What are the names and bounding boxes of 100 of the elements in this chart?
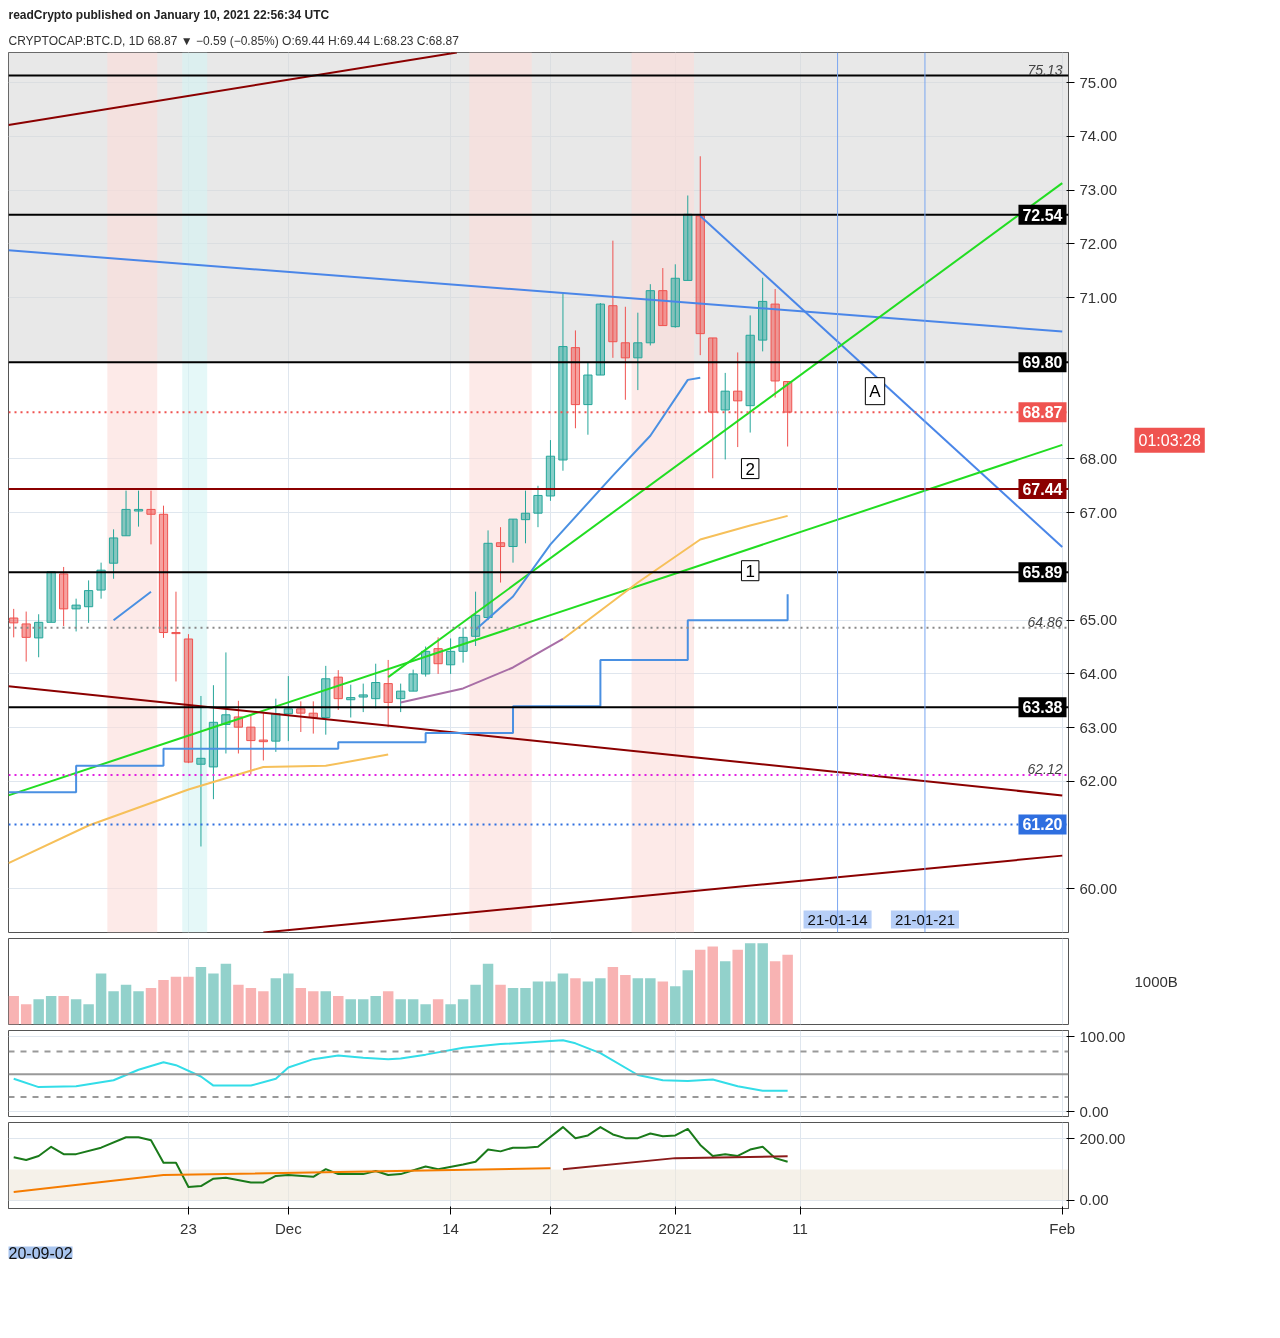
bar [70, 999, 82, 1025]
candlestick [558, 293, 568, 472]
ref-line-label: 61.20 [1022, 816, 1063, 834]
x-tick-label: 14 [442, 1219, 459, 1237]
ref-line-label: 64.86 [1027, 613, 1063, 630]
y-tick-label: 73.00 [1079, 181, 1118, 199]
chart-subtitle: CRYPTOCAP:BTC.D, 1D 68.87 ▼ −0.59 (−0.85%) O:69.44 H:69.44 L:68.23 C:68.87 [8, 33, 460, 48]
candlestick [583, 362, 593, 436]
candlestick [34, 613, 44, 658]
chart-title: readCrypto published on January 10, 2021 22:56:34 UTC [8, 7, 330, 22]
bar [245, 987, 257, 1025]
bar [33, 999, 44, 1025]
candlestick [46, 571, 56, 623]
candlestick [96, 562, 106, 600]
bar [632, 978, 644, 1025]
candlestick [770, 288, 780, 399]
bar [395, 999, 406, 1025]
candlestick [258, 712, 268, 761]
bar [83, 1004, 94, 1025]
ref-line-label: 72.54 [1022, 206, 1063, 224]
line-series [12, 1126, 789, 1188]
bar [470, 984, 481, 1025]
bar [557, 973, 569, 1025]
bar [719, 961, 731, 1025]
ref-line-label: 21-01-21 [894, 910, 955, 928]
candlestick [595, 302, 606, 376]
bar [595, 978, 606, 1025]
candlestick [371, 663, 381, 709]
y-tick-label: 67.00 [1079, 503, 1118, 521]
bar [208, 973, 219, 1025]
x-tick-label: Dec [274, 1219, 303, 1237]
candlestick [758, 277, 768, 352]
candlestick [683, 194, 693, 281]
y-tick-label: 0.00 [1079, 1102, 1109, 1120]
ref-line-label: 21-01-14 [807, 910, 868, 928]
bar [682, 970, 694, 1025]
candlestick [720, 372, 730, 460]
y-tick-label: 62.00 [1079, 772, 1118, 790]
candlestick [396, 683, 406, 713]
y-tick-label: 74.00 [1079, 127, 1118, 145]
x-tick-label: 22 [542, 1219, 559, 1237]
bar [482, 963, 494, 1025]
bar [445, 1004, 456, 1025]
candlestick [533, 485, 543, 528]
bar [108, 991, 119, 1025]
candlestick [133, 490, 144, 528]
candlestick [171, 591, 181, 682]
bar [520, 987, 531, 1025]
candlestick [633, 312, 643, 391]
y-tick-label: 64.00 [1079, 664, 1118, 682]
candlestick [383, 659, 393, 728]
candlestick [146, 490, 156, 545]
candlestick [520, 490, 531, 544]
bar [657, 981, 669, 1025]
line-series [399, 637, 564, 704]
candlestick [333, 669, 343, 711]
y-tick-label: 68.00 [1079, 449, 1118, 467]
y-tick-label: 0.00 [1079, 1191, 1109, 1209]
candlestick [246, 714, 256, 775]
candlestick [321, 665, 331, 736]
ref-line-label: 63.38 [1022, 699, 1063, 717]
bar [320, 991, 332, 1025]
candlestick [9, 608, 19, 638]
ref-line-label: 62.12 [1027, 760, 1063, 777]
bar [220, 963, 232, 1025]
ref-line-label: 67.44 [1022, 481, 1063, 499]
bar [582, 981, 594, 1025]
x-tick-label: 2021 [658, 1219, 692, 1237]
ref-line-label: 65.89 [1022, 564, 1063, 582]
bar [258, 991, 269, 1025]
bar [20, 1004, 32, 1025]
bar [357, 999, 369, 1025]
bar [308, 991, 319, 1025]
bar [45, 996, 57, 1025]
bar [607, 966, 619, 1025]
candlestick [121, 490, 131, 537]
candlestick [108, 528, 119, 580]
bar [283, 973, 294, 1025]
bar [507, 987, 519, 1025]
bar [695, 949, 706, 1025]
bar [145, 987, 157, 1025]
candlestick [483, 529, 493, 621]
bar [532, 981, 544, 1025]
candlestick [508, 518, 518, 564]
candlestick [670, 263, 680, 329]
bar [769, 961, 781, 1025]
candlestick [608, 240, 618, 359]
ref-line-label: 75.13 [1027, 61, 1063, 78]
candlestick [695, 155, 705, 356]
annotation: 1 [745, 561, 755, 581]
candlestick [21, 611, 31, 663]
bar [370, 996, 381, 1025]
bar [120, 984, 132, 1025]
candlestick [445, 637, 456, 675]
y-tick-label: 63.00 [1079, 718, 1118, 736]
bar [744, 943, 756, 1025]
y-tick-label: 200.00 [1079, 1129, 1126, 1147]
y-tick-label: 60.00 [1079, 879, 1118, 897]
bar [732, 949, 743, 1025]
candlestick [283, 675, 293, 742]
